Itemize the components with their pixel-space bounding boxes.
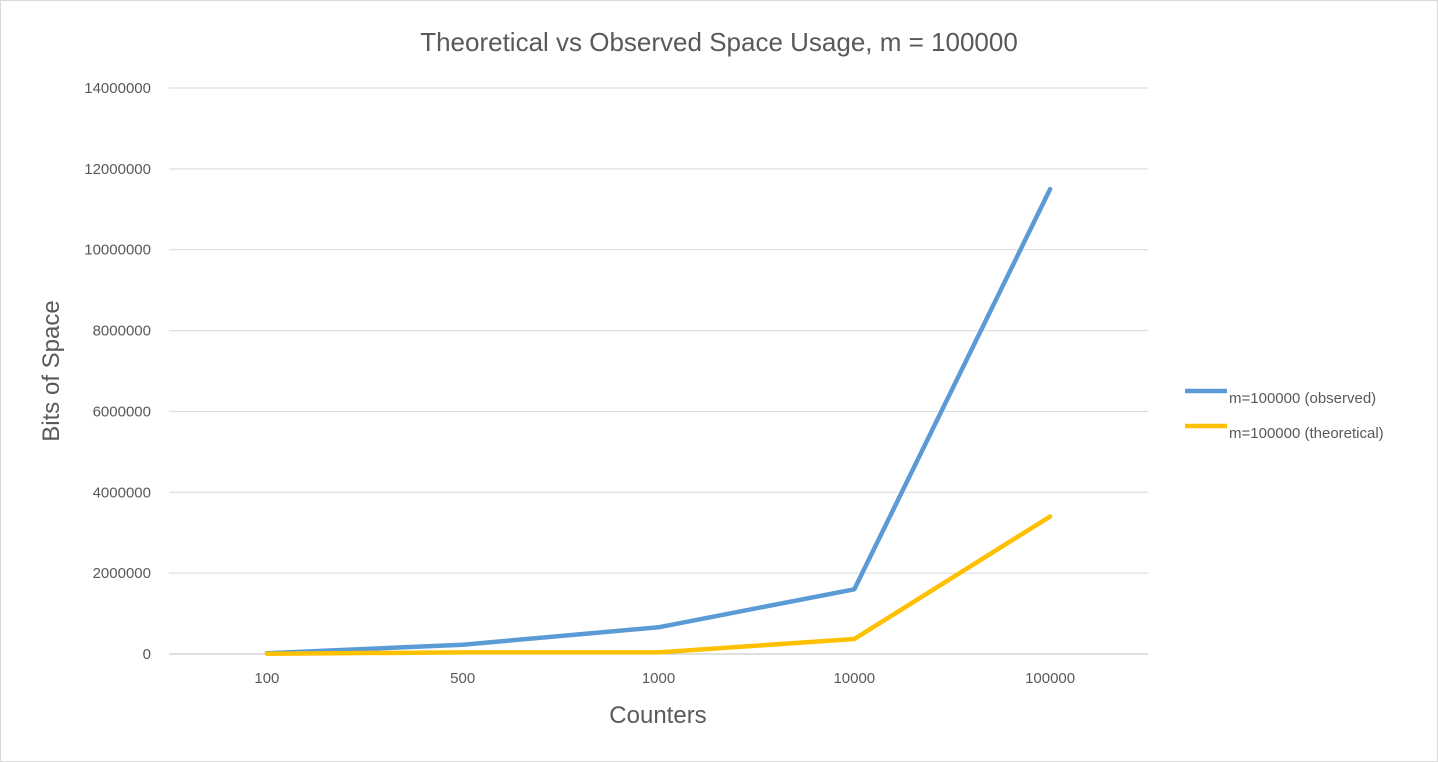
x-axis-title: Counters [609, 702, 706, 729]
y-tick-label: 10000000 [84, 242, 151, 259]
y-tick-label: 12000000 [84, 161, 151, 178]
y-tick-label: 4000000 [93, 484, 151, 501]
series-line-1 [264, 514, 1053, 656]
legend-label: m=100000 (theoretical) [1229, 425, 1384, 442]
y-tick-label: 14000000 [84, 80, 151, 97]
legend-label: m=100000 (observed) [1229, 390, 1376, 407]
x-tick-label: 100000 [1025, 670, 1075, 687]
y-tick-label: 6000000 [93, 403, 151, 420]
y-tick-label: 0 [143, 646, 151, 663]
series-lines [264, 186, 1053, 656]
y-axis-ticks: 0 2000000 4000000 6000000 8000000 10000000 120… [84, 80, 151, 663]
x-tick-label: 10000 [833, 670, 875, 687]
x-tick-label: 500 [450, 670, 475, 687]
gridlines [169, 87, 1148, 655]
legend: m=100000 (observed) m=100000 (theoretical… [1185, 388, 1384, 442]
x-tick-label: 100 [254, 670, 279, 687]
y-tick-label: 8000000 [93, 323, 151, 340]
series-line-0 [264, 186, 1053, 656]
x-tick-label: 1000 [642, 670, 675, 687]
x-axis-ticks: 100 500 1000 10000 100000 [254, 670, 1075, 687]
y-axis-title: Bits of Space [38, 300, 65, 441]
chart-title: Theoretical vs Observed Space Usage, m =… [420, 27, 1018, 57]
y-tick-label: 2000000 [93, 565, 151, 582]
